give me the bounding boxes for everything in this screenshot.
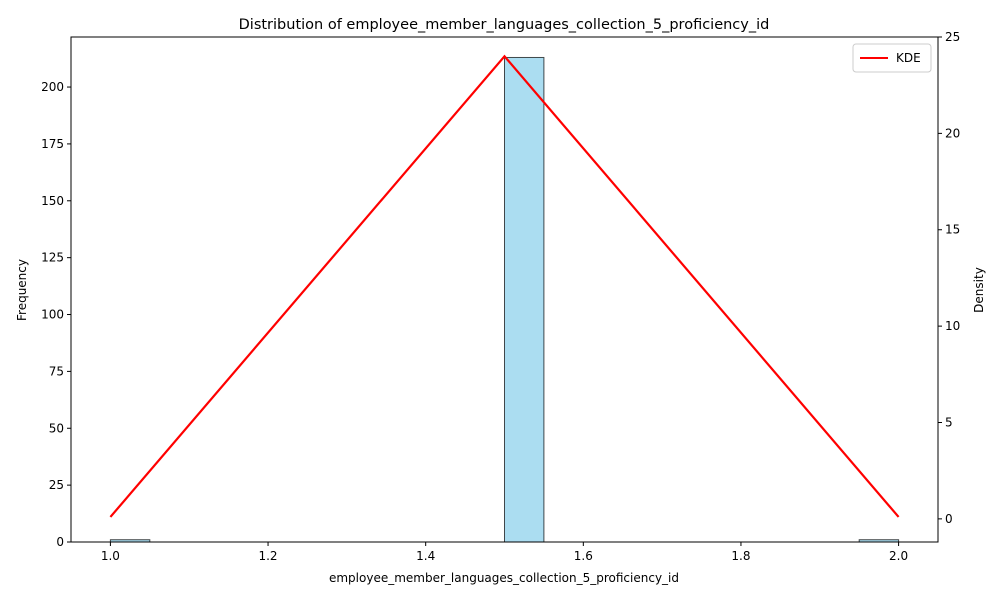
x-tick-label-2: 1.4 [416,549,435,563]
bars-layer [109,56,900,543]
y2-tick-label-2: 10 [945,319,960,333]
y-tick-label-8: 200 [41,80,64,94]
y2-tick-label-0: 0 [945,512,953,526]
x-tick-label-1: 1.2 [258,549,277,563]
legend-kde-label: KDE [896,51,921,65]
y-tick-label-0: 0 [56,535,64,549]
y2-tick-label-1: 5 [945,415,953,429]
y-tick-label-5: 125 [41,251,64,265]
y-tick-label-3: 75 [49,364,64,378]
chart-title: Distribution of employee_member_language… [239,17,770,33]
x-tick-label-0: 1.0 [101,549,120,563]
kde-line [109,54,900,518]
y2-tick-label-4: 20 [945,126,960,140]
x-axis-label: employee_member_languages_collection_5_p… [329,571,679,585]
legend-box [852,43,932,73]
legend: KDE [852,43,932,73]
kde-layer [109,54,900,518]
y-tick-label-1: 25 [49,478,64,492]
x-axis-ticks: 1.0 1.2 1.4 1.6 1.8 2.0 [101,542,908,563]
y2-tick-label-5: 25 [945,30,960,44]
y-tick-label-6: 150 [41,194,64,208]
x-tick-label-4: 1.8 [731,549,750,563]
y-axis-label: Frequency [15,259,29,321]
y-axis-ticks: 0 25 50 75 100 125 150 175 200 [41,80,71,549]
y2-axis-ticks: 0 5 10 15 20 25 [938,30,960,526]
y-tick-label-2: 50 [49,421,64,435]
plot-frame [70,36,939,543]
x-tick-label-3: 1.6 [574,549,593,563]
y-tick-label-4: 100 [41,308,64,322]
histogram-bar-1 [504,56,545,543]
y2-tick-label-3: 15 [945,223,960,237]
y2-axis-label: Density [972,267,986,313]
y-tick-label-7: 175 [41,137,64,151]
x-tick-label-5: 2.0 [889,549,908,563]
